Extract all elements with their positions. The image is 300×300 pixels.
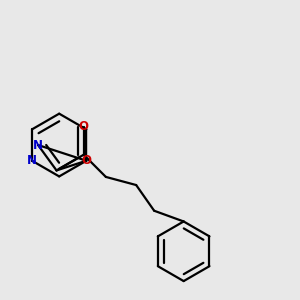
Text: N: N [27,154,37,167]
Text: O: O [79,120,89,133]
Text: O: O [81,154,92,167]
Text: N: N [33,139,43,152]
